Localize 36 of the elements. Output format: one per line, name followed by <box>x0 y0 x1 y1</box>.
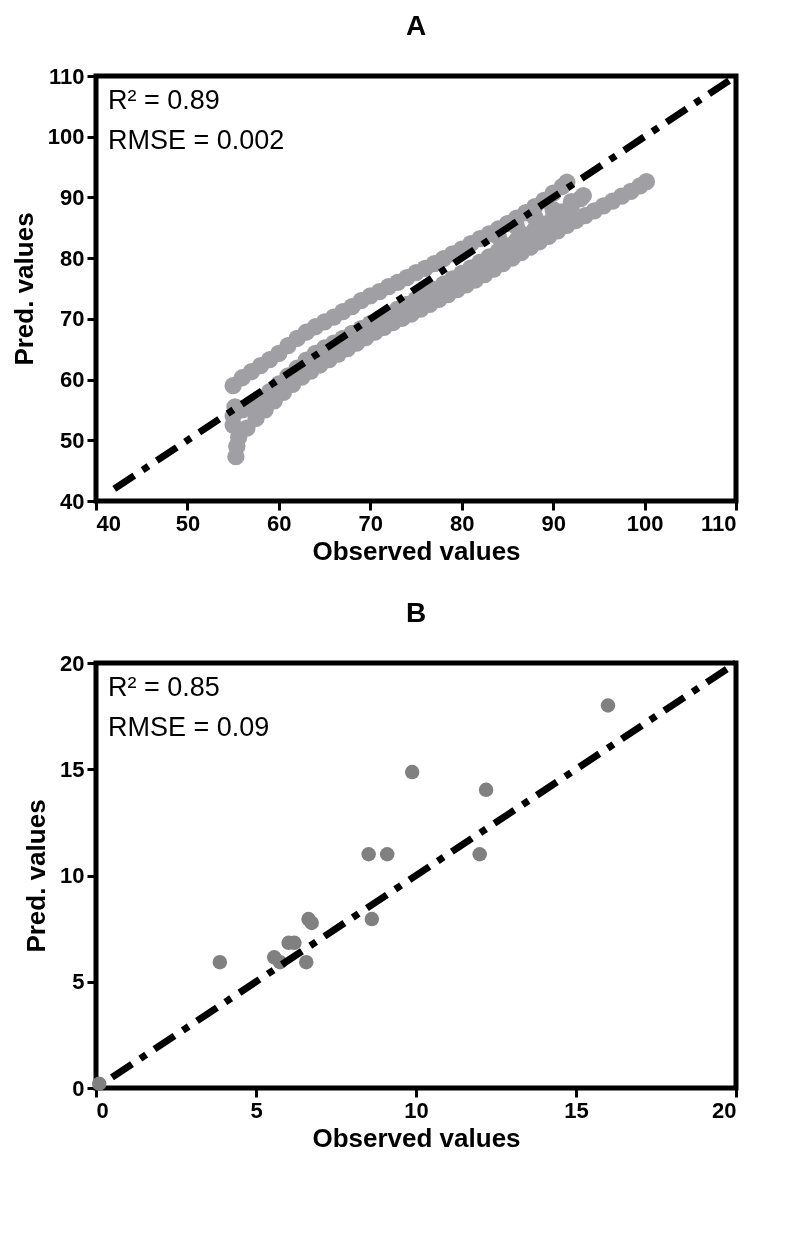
annotation: R² = 0.85 <box>108 672 220 702</box>
annotation: RMSE = 0.002 <box>108 125 285 155</box>
y-tick-label: 100 <box>47 124 85 150</box>
y-tick-label: 15 <box>60 756 85 782</box>
y-tick-label: 20 <box>60 650 85 676</box>
x-tick-label: 5 <box>250 1097 263 1123</box>
x-tick-label: 100 <box>626 510 664 536</box>
chart-title: A <box>405 10 427 41</box>
x-axis-title: Observed values <box>312 1122 521 1153</box>
annotation: R² = 0.89 <box>108 85 220 115</box>
x-tick-label: 15 <box>564 1097 589 1123</box>
y-tick-label: 5 <box>72 969 85 995</box>
x-tick-label: 20 <box>712 1097 737 1123</box>
x-tick-label: 10 <box>404 1097 429 1123</box>
x-tick-label: 70 <box>358 510 384 536</box>
x-tick-label: 110 <box>701 510 737 536</box>
y-tick-label: 80 <box>60 245 85 271</box>
y-tick-label: 110 <box>49 63 85 89</box>
x-tick-label: 0 <box>96 1097 109 1123</box>
x-tick-label: 40 <box>96 510 121 536</box>
y-tick-label: 50 <box>60 427 85 453</box>
y-tick-label: 70 <box>60 306 85 332</box>
x-tick-label: 90 <box>541 510 566 536</box>
y-tick-label: 40 <box>60 488 85 514</box>
y-tick-label: 0 <box>72 1075 85 1101</box>
chart-title: B <box>405 597 427 628</box>
y-tick-label: 60 <box>60 367 85 393</box>
y-axis-title: Pred. values <box>21 799 52 953</box>
annotation: RMSE = 0.09 <box>108 712 270 742</box>
x-tick-label: 80 <box>449 510 475 536</box>
y-tick-label: 10 <box>60 863 85 888</box>
y-tick-label: 90 <box>60 184 85 210</box>
x-axis-title: Observed values <box>312 535 521 566</box>
x-tick-label: 50 <box>175 510 201 536</box>
x-tick-label: 60 <box>267 510 292 536</box>
y-axis-title: Pred. values <box>8 212 39 366</box>
